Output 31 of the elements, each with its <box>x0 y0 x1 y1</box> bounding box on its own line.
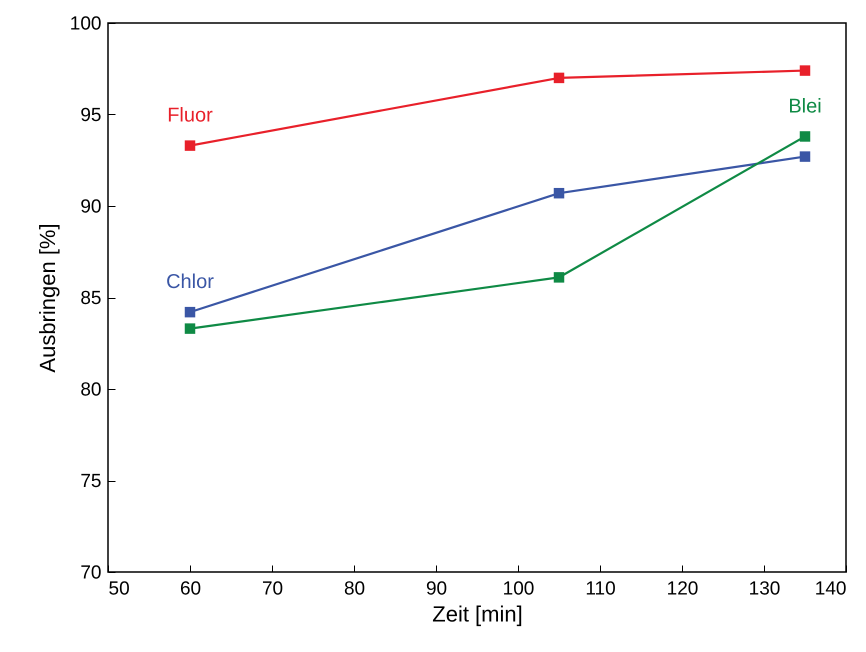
series-label: Fluor <box>167 104 214 127</box>
point <box>554 272 564 283</box>
point <box>184 140 196 151</box>
x-tick-label: 110 <box>585 578 616 600</box>
y-tick-label: 75 <box>80 471 102 492</box>
y-tick-label: 80 <box>80 380 102 400</box>
y-tick-label: 95 <box>80 105 102 126</box>
point <box>184 306 196 318</box>
y-tick-label: 100 <box>70 14 102 34</box>
point <box>800 151 810 162</box>
x-tick-label: 120 <box>666 578 698 600</box>
y-tick-label: 90 <box>80 196 102 218</box>
x-tick-label: 50 <box>108 578 130 600</box>
x-tick-label: 100 <box>502 578 534 600</box>
x-tick-label: 130 <box>748 578 780 600</box>
point <box>554 72 564 84</box>
x-tick-label: 60 <box>180 578 202 600</box>
y-tick-label: 70 <box>80 562 102 584</box>
x-tick-label: 90 <box>426 578 448 600</box>
point <box>554 188 564 198</box>
x-tick-label: 80 <box>344 578 366 600</box>
point <box>800 65 810 76</box>
series-label: Blei <box>788 95 822 118</box>
x-tick-label: 140 <box>814 578 846 600</box>
point <box>184 323 196 334</box>
point <box>800 131 810 142</box>
series-label: Chlor <box>166 271 214 294</box>
x-tick-label: 70 <box>262 578 284 600</box>
y-axis-title: Ausbringen [%] <box>34 223 60 373</box>
y-tick-label: 85 <box>80 288 102 309</box>
x-axis-title: Zeit [min] <box>432 602 523 626</box>
